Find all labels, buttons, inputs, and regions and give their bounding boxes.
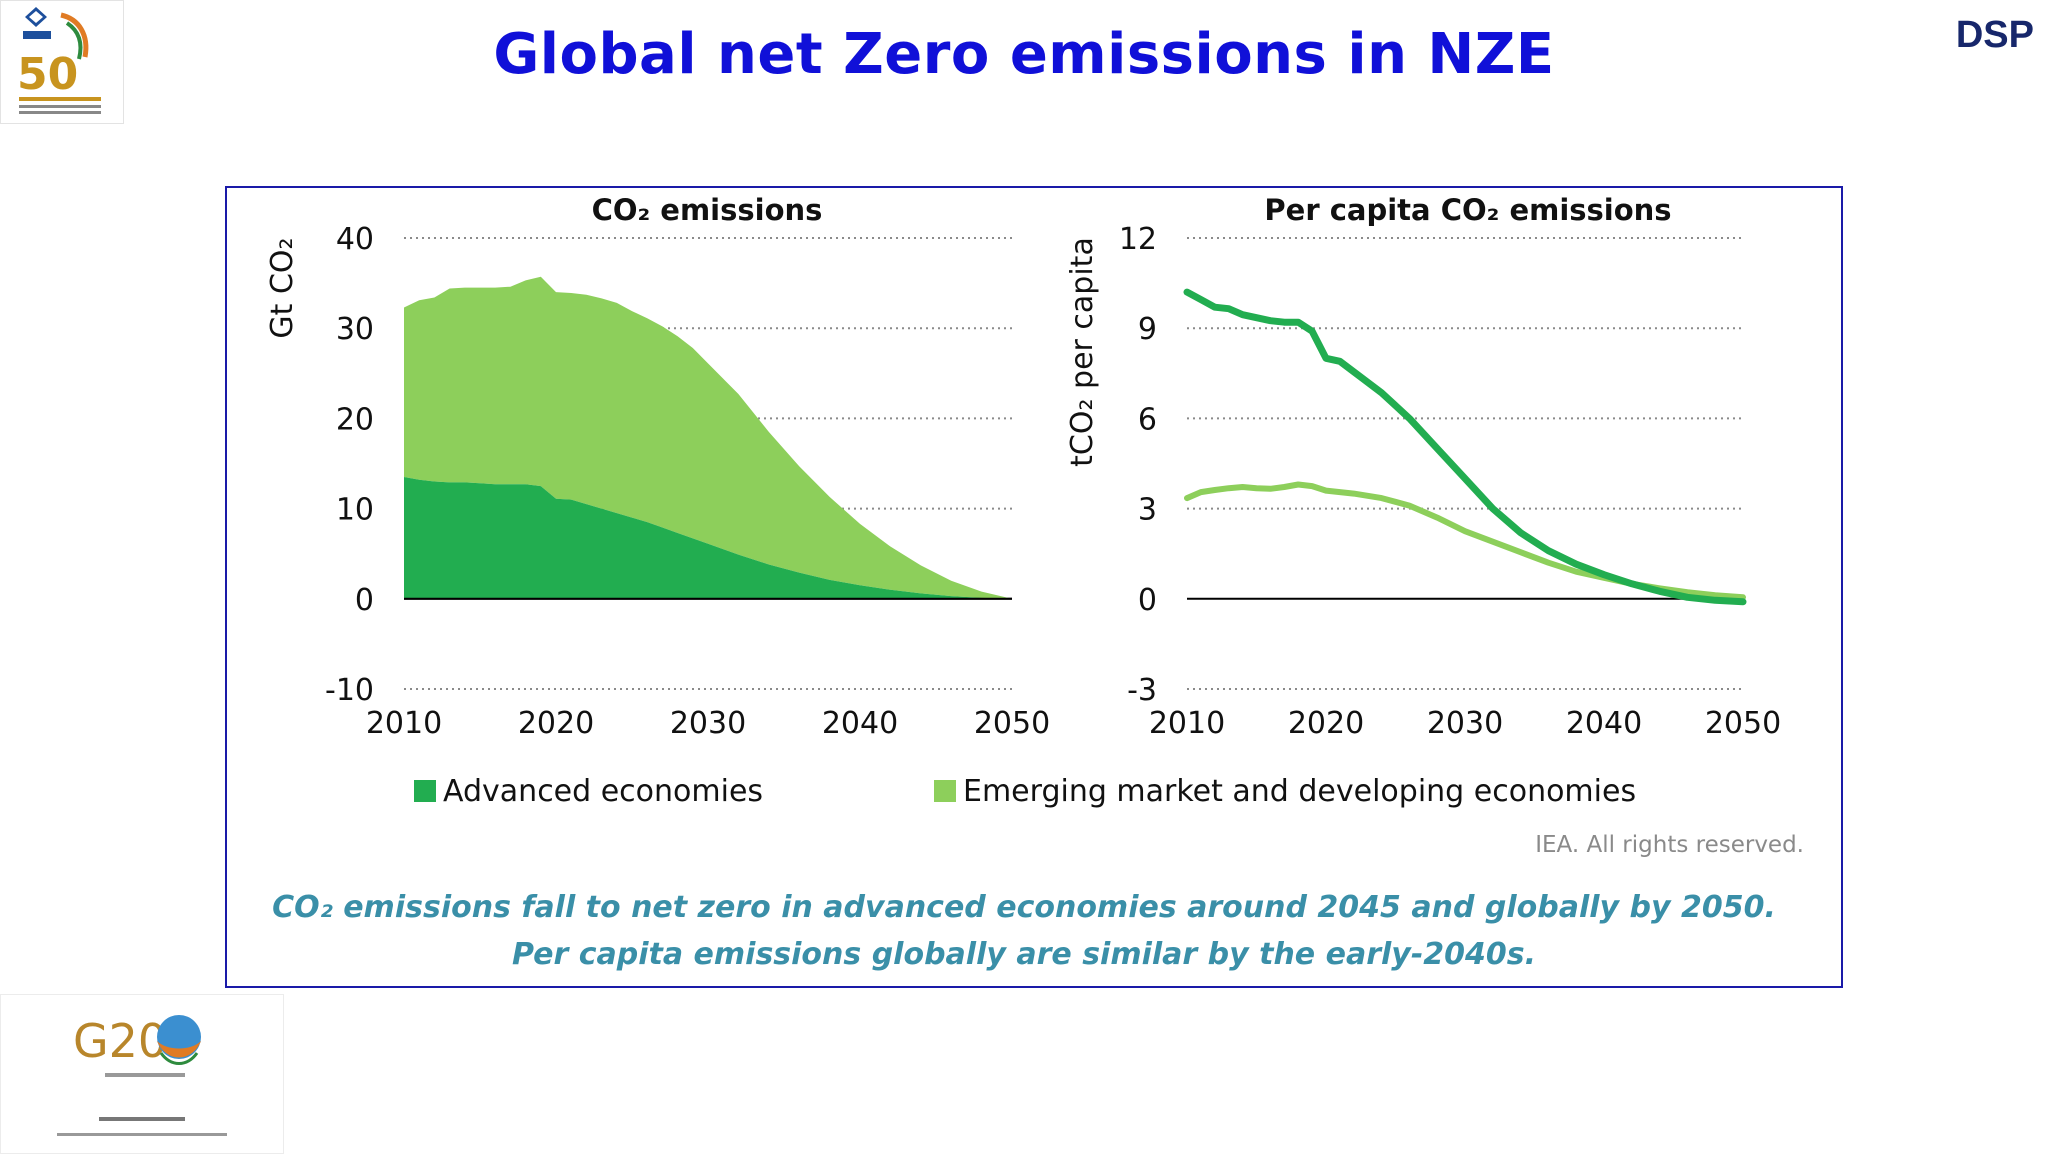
- sail-logo-icon: 50: [17, 7, 101, 114]
- legend-label-emerging: Emerging market and developing economies: [963, 774, 1636, 809]
- left-y-tick-label: 30: [336, 312, 374, 347]
- right-x-tick-label: 2030: [1427, 706, 1503, 741]
- corner-label: DSP: [1955, 14, 2034, 56]
- right-y-tick-label: 12: [1119, 222, 1157, 257]
- right-chart-title: Per capita CO₂ emissions: [1264, 193, 1671, 227]
- caption-line-1: CO₂ emissions fall to net zero in advanc…: [272, 890, 1776, 925]
- right-x-tick-label: 2010: [1149, 706, 1225, 741]
- legend-swatch-advanced: [414, 780, 436, 802]
- left-chart-title: CO₂ emissions: [592, 193, 823, 227]
- caption-line-2: Per capita emissions globally are simila…: [511, 937, 1537, 972]
- legend-label-advanced: Advanced economies: [443, 774, 763, 809]
- legend: Advanced economies Emerging market and d…: [414, 774, 1636, 809]
- right-y-axis-label: tCO₂ per capita: [1065, 237, 1100, 467]
- sail-logo-text: 50: [17, 49, 78, 100]
- left-y-tick-label: 20: [336, 402, 374, 437]
- page-title: Global net Zero emissions in NZE: [493, 22, 1555, 87]
- right-x-tick-label: 2050: [1705, 706, 1781, 741]
- line-advanced-economies: [1183, 288, 1747, 606]
- line-emerging-economies: [1184, 481, 1746, 601]
- right-y-tick-label: 9: [1138, 312, 1157, 347]
- right-x-tick-label: 2040: [1566, 706, 1642, 741]
- left-x-tick-label: 2010: [366, 706, 442, 741]
- g20-logo-icon: G20: [57, 1014, 227, 1136]
- per-capita-emissions-chart: Per capita CO₂ emissions tCO₂ per capita…: [1065, 193, 1781, 741]
- g20-india-logo: G20: [0, 994, 284, 1154]
- sail-50-years-logo: 50: [0, 0, 124, 124]
- right-y-tick-label: -3: [1127, 673, 1157, 708]
- legend-swatch-emerging: [934, 780, 956, 802]
- left-y-tick-label: -10: [325, 673, 374, 708]
- left-x-tick-label: 2030: [670, 706, 746, 741]
- left-y-axis-label: Gt CO₂: [265, 237, 300, 338]
- right-y-tick-label: 3: [1138, 493, 1157, 528]
- figure-frame: [225, 186, 1843, 988]
- right-y-tick-label: 0: [1138, 583, 1157, 618]
- left-x-tick-label: 2020: [518, 706, 594, 741]
- left-y-tick-label: 10: [336, 493, 374, 528]
- left-x-tick-label: 2040: [822, 706, 898, 741]
- left-x-tick-label: 2050: [974, 706, 1050, 741]
- area-advanced-economies: [404, 477, 1012, 599]
- left-y-tick-label: 40: [336, 222, 374, 257]
- g20-logo-text: G20: [73, 1014, 167, 1068]
- area-emerging-economies: [404, 276, 1012, 599]
- right-y-tick-label: 6: [1138, 402, 1157, 437]
- right-x-tick-label: 2020: [1288, 706, 1364, 741]
- left-y-tick-label: 0: [355, 583, 374, 618]
- credit-text: IEA. All rights reserved.: [1535, 832, 1804, 858]
